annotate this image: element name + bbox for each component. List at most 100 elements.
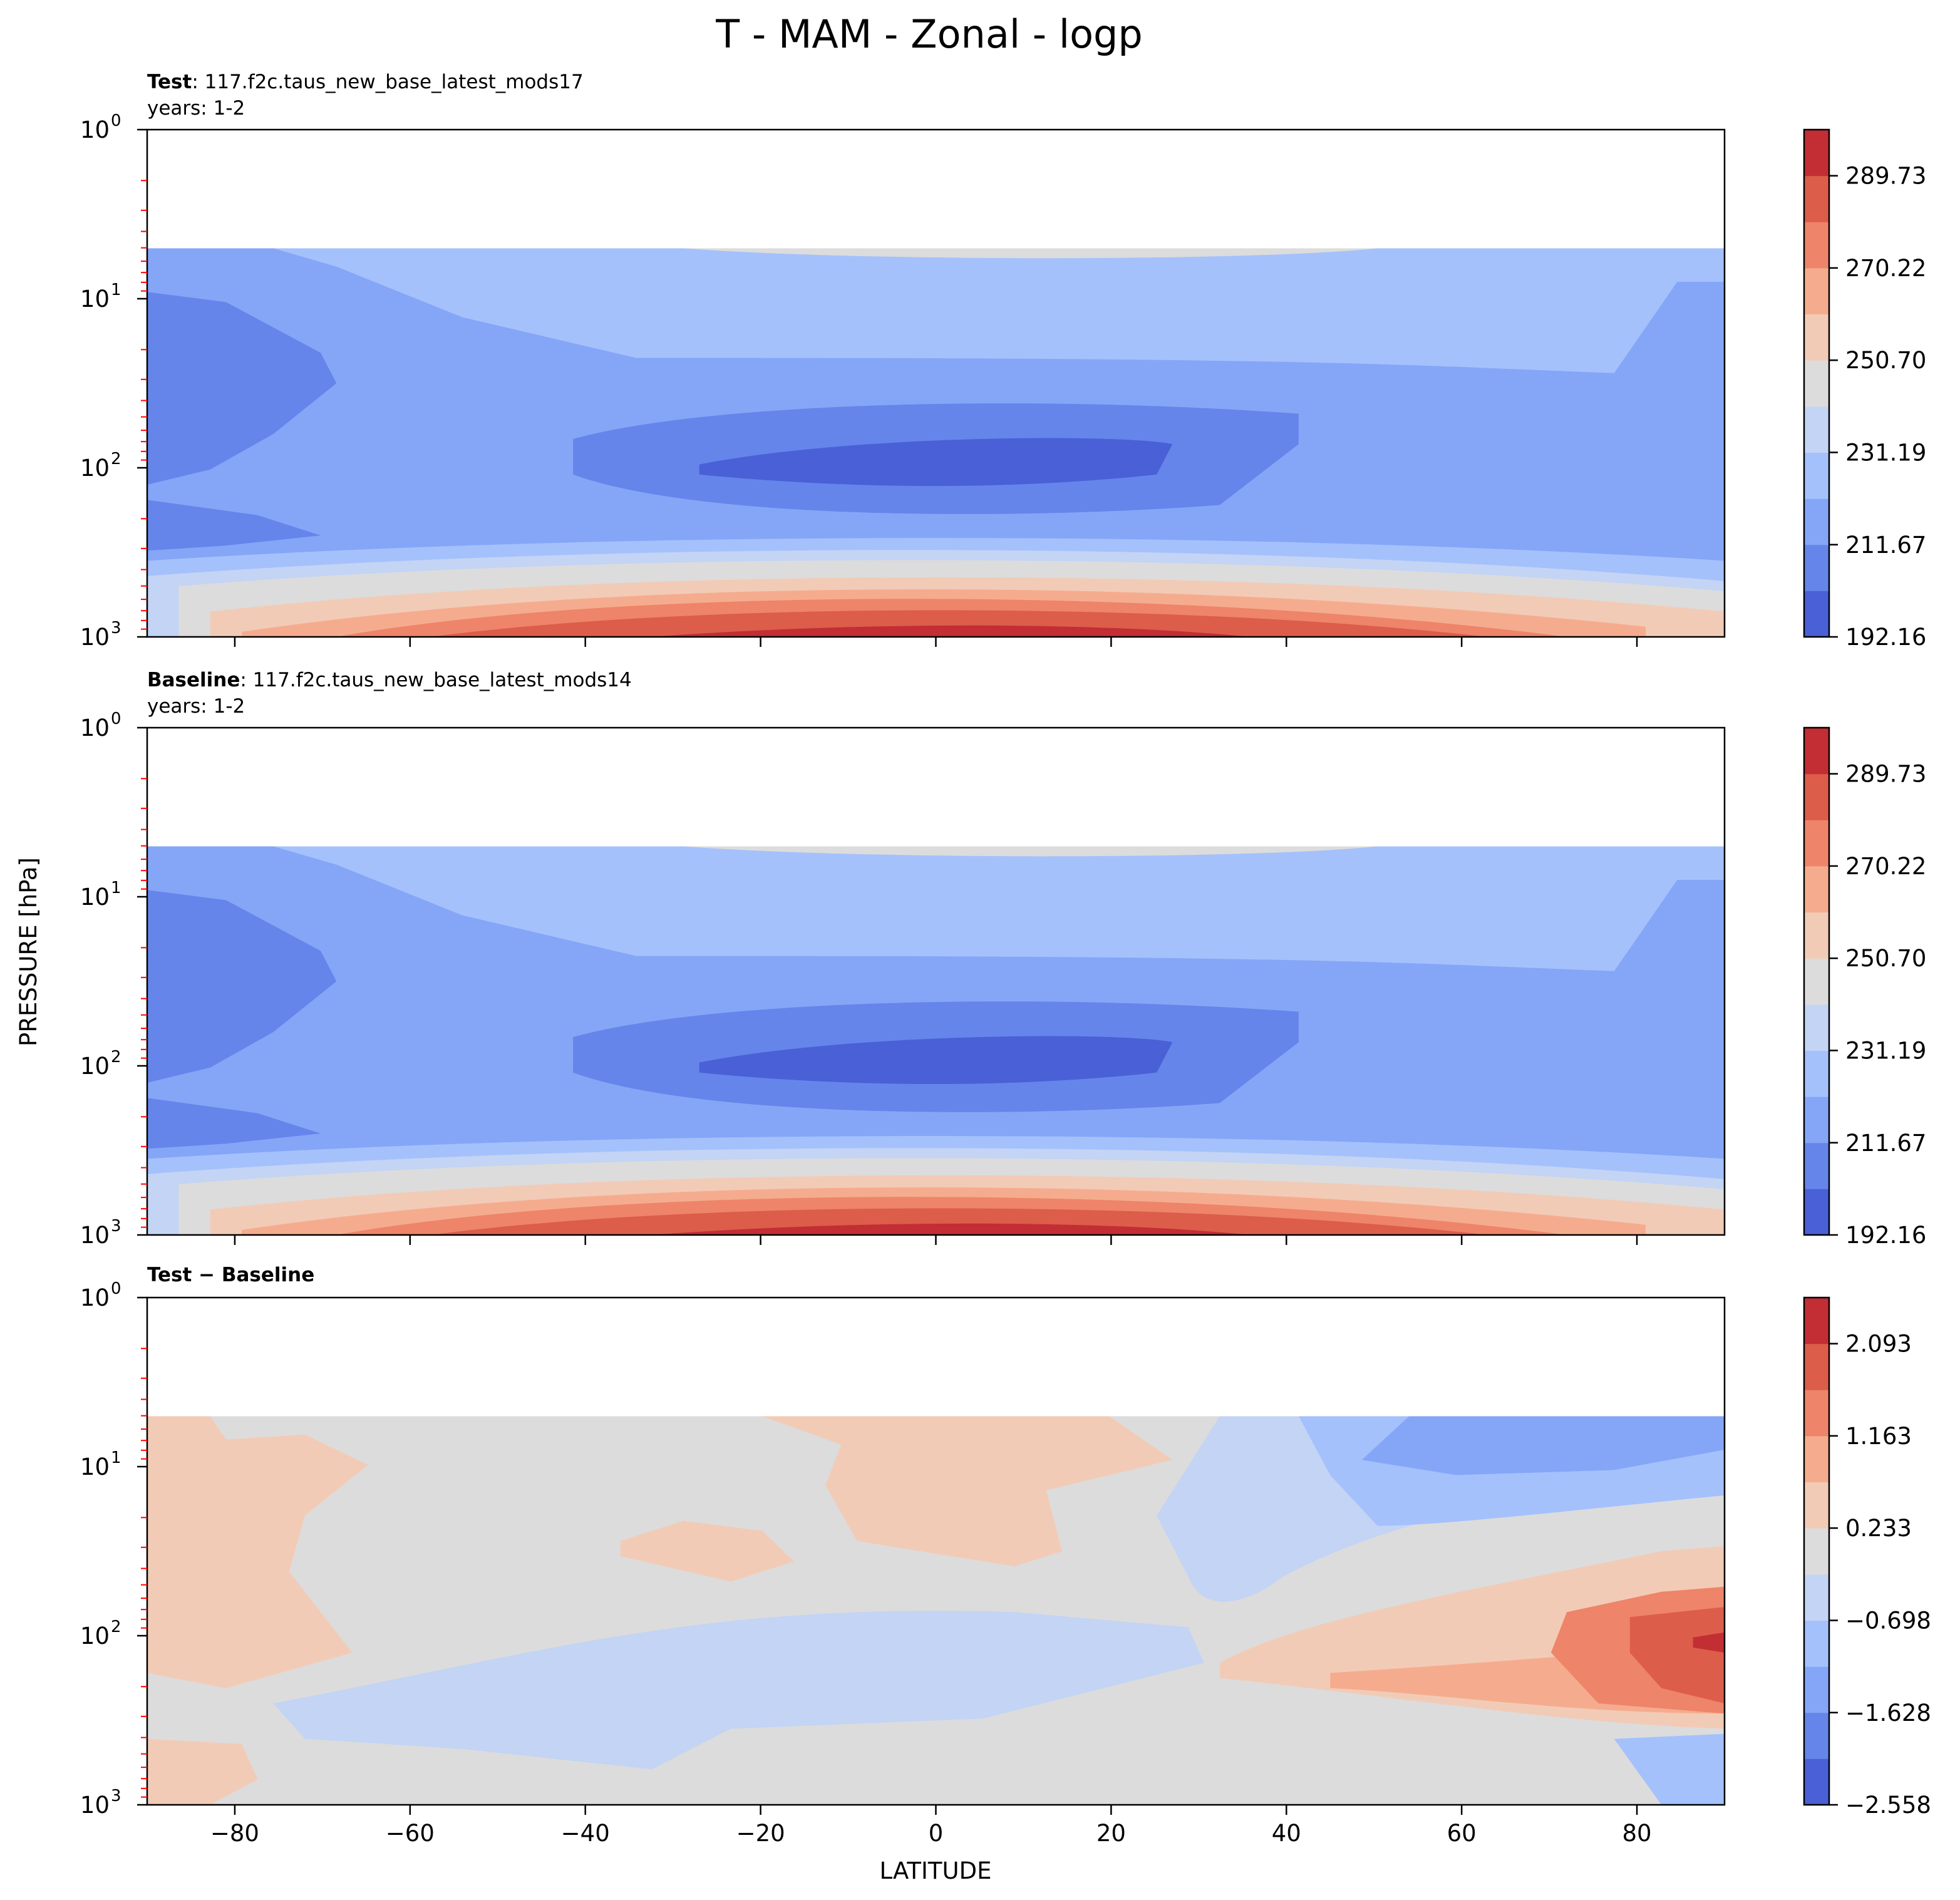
contour-fill-14 bbox=[431, 1208, 1488, 1235]
y-tick-label: 10 bbox=[80, 715, 110, 741]
y-tick-exponent: 2 bbox=[111, 1048, 121, 1066]
contour-fill-2 bbox=[273, 846, 1725, 971]
contour-fill-14 bbox=[431, 610, 1488, 637]
y-tick-exponent: 1 bbox=[111, 281, 121, 299]
colorbar-segment-7 bbox=[1804, 1435, 1829, 1482]
colorbar: 192.16 211.67 231.19 250.70 270.22 289.73 bbox=[1803, 128, 1926, 651]
colorbar-segment-8 bbox=[1804, 1390, 1829, 1437]
colorbar-segment-5 bbox=[1804, 958, 1829, 1005]
panel-test: Test: 117.f2c.taus_new_base_latest_mods1… bbox=[80, 71, 1927, 651]
y-tick-label: 10 bbox=[80, 1222, 110, 1249]
x-tick-label: 80 bbox=[1622, 1820, 1652, 1847]
colorbar-tick-label: 270.22 bbox=[1845, 255, 1926, 282]
colorbar-tick-label: 231.19 bbox=[1845, 439, 1926, 466]
colorbar-segment-8 bbox=[1804, 222, 1829, 269]
contour-fill-15 bbox=[652, 1223, 1252, 1235]
colorbar-segment-2 bbox=[1804, 498, 1829, 545]
x-tick-label: −40 bbox=[561, 1820, 610, 1847]
colorbar-segment-8 bbox=[1804, 820, 1829, 867]
y-tick-exponent: 0 bbox=[111, 710, 121, 728]
contour-fill-3 bbox=[683, 846, 1378, 857]
panel-years: years: 1-2 bbox=[147, 695, 245, 718]
y-tick-exponent: 1 bbox=[111, 879, 121, 897]
y-tick-exponent: 1 bbox=[111, 1448, 121, 1467]
colorbar-segment-3 bbox=[1804, 1050, 1829, 1097]
x-tick-label: 40 bbox=[1272, 1820, 1301, 1847]
y-tick-exponent: 3 bbox=[111, 1217, 121, 1236]
panels: Test: 117.f2c.taus_new_base_latest_mods1… bbox=[80, 71, 1931, 1847]
colorbar-segment-2 bbox=[1804, 1097, 1829, 1144]
x-tick-label: −20 bbox=[736, 1820, 785, 1847]
contour-fill-15 bbox=[652, 625, 1252, 637]
y-axis-label: PRESSURE [hPa] bbox=[15, 857, 42, 1046]
y-tick-label: 10 bbox=[80, 286, 110, 312]
y-tick-exponent: 0 bbox=[111, 111, 121, 130]
contour-fill-14 bbox=[147, 1738, 258, 1805]
panel-label-bold: Baseline bbox=[147, 669, 240, 691]
contour-fill-4 bbox=[147, 292, 337, 485]
x-axis-label: LATITUDE bbox=[880, 1857, 992, 1884]
panel-years: years: 1-2 bbox=[147, 97, 245, 120]
y-tick-exponent: 2 bbox=[111, 1618, 121, 1636]
colorbar-segment-4 bbox=[1804, 1004, 1829, 1051]
colorbar-tick-label: 192.16 bbox=[1845, 624, 1926, 651]
contour-fill-11 bbox=[1629, 1607, 1725, 1703]
colorbar-segment-9 bbox=[1804, 1343, 1829, 1390]
panel-label-rest: : 117.f2c.taus_new_base_latest_mods14 bbox=[240, 669, 631, 691]
colorbar-segment-4 bbox=[1804, 406, 1829, 453]
colorbar-segment-3 bbox=[1804, 1620, 1829, 1667]
y-tick-label: 10 bbox=[80, 116, 110, 143]
contour-fill-5 bbox=[147, 500, 321, 551]
panel-label-bold: Test bbox=[147, 71, 192, 93]
colorbar-segment-5 bbox=[1804, 360, 1829, 407]
contour-fill-3 bbox=[620, 1521, 794, 1582]
y-tick-exponent: 3 bbox=[111, 619, 121, 638]
colorbar-segment-7 bbox=[1804, 267, 1829, 315]
colorbar-segment-5 bbox=[1804, 1528, 1829, 1575]
contour-fill-7 bbox=[699, 1036, 1173, 1085]
colorbar-segment-10 bbox=[1804, 130, 1829, 177]
contour-fill-2 bbox=[273, 248, 1725, 373]
colorbar-segment-9 bbox=[1804, 175, 1829, 222]
plot-area bbox=[147, 1416, 1725, 1805]
colorbar-segment-0 bbox=[1804, 1758, 1829, 1805]
colorbar-segment-4 bbox=[1804, 1574, 1829, 1621]
colorbar-frame bbox=[1803, 726, 1830, 1236]
contour-fill-8 bbox=[273, 1611, 1204, 1770]
contour-fill-5 bbox=[147, 1098, 321, 1149]
colorbar-tick-label: −0.698 bbox=[1845, 1608, 1931, 1634]
colorbar-tick-label: 211.67 bbox=[1845, 1130, 1926, 1157]
y-tick-label: 10 bbox=[80, 1284, 110, 1311]
colorbar-segment-6 bbox=[1804, 314, 1829, 361]
contour-fill-2 bbox=[762, 1416, 1173, 1567]
colorbar-tick-label: −2.558 bbox=[1845, 1792, 1931, 1819]
y-tick-label: 10 bbox=[80, 1453, 110, 1480]
contour-fill-7 bbox=[699, 438, 1173, 487]
plot-area bbox=[147, 248, 1725, 637]
colorbar-segment-10 bbox=[1804, 728, 1829, 775]
colorbar-frame bbox=[1803, 128, 1830, 638]
x-tick-label: 0 bbox=[929, 1820, 944, 1847]
colorbar-segment-0 bbox=[1804, 591, 1829, 638]
colorbar-segment-10 bbox=[1804, 1298, 1829, 1345]
y-tick-exponent: 3 bbox=[111, 1787, 121, 1805]
x-tick-label: 20 bbox=[1096, 1820, 1126, 1847]
panel-label-rest: : 117.f2c.taus_new_base_latest_mods17 bbox=[192, 71, 583, 93]
contour-fill-7 bbox=[1361, 1416, 1725, 1475]
colorbar-frame bbox=[1803, 1296, 1830, 1806]
panel-label-bold: Test − Baseline bbox=[147, 1264, 314, 1286]
colorbar-segment-1 bbox=[1804, 1142, 1829, 1189]
colorbar-tick-label: 270.22 bbox=[1845, 853, 1926, 880]
panel-label: Test: 117.f2c.taus_new_base_latest_mods1… bbox=[147, 71, 584, 93]
contour-fill-12 bbox=[1693, 1632, 1725, 1653]
x-tick-label: −80 bbox=[210, 1820, 259, 1847]
colorbar-segment-2 bbox=[1804, 1666, 1829, 1713]
y-tick-label: 10 bbox=[80, 884, 110, 911]
colorbar-tick-label: 250.70 bbox=[1845, 945, 1926, 972]
contour-fill-4 bbox=[147, 890, 337, 1083]
colorbar-tick-label: 2.093 bbox=[1845, 1331, 1912, 1358]
colorbar-segment-1 bbox=[1804, 544, 1829, 591]
colorbar-tick-label: 289.73 bbox=[1845, 761, 1926, 788]
